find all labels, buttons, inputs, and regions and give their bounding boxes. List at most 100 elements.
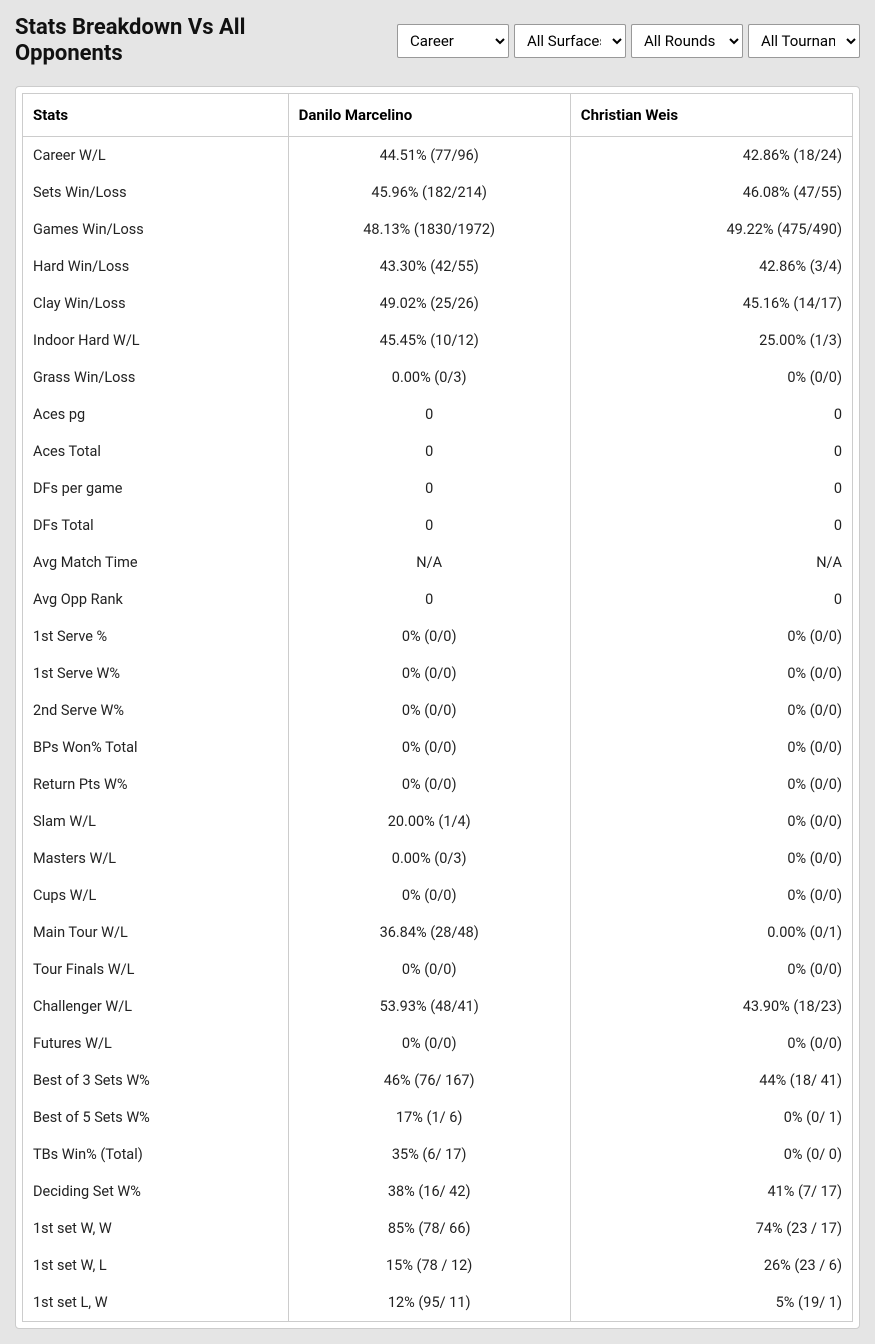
player1-value: 85% (78/ 66) bbox=[288, 1210, 570, 1247]
player2-value: 0 bbox=[570, 433, 852, 470]
player1-value: 0% (0/0) bbox=[288, 877, 570, 914]
player2-value: 0% (0/0) bbox=[570, 655, 852, 692]
stat-label: Hard Win/Loss bbox=[23, 248, 289, 285]
stat-label: Grass Win/Loss bbox=[23, 359, 289, 396]
table-row: Aces pg00 bbox=[23, 396, 853, 433]
stat-label: Masters W/L bbox=[23, 840, 289, 877]
player1-value: 17% (1/ 6) bbox=[288, 1099, 570, 1136]
stat-label: Career W/L bbox=[23, 136, 289, 174]
filters-group: Career All Surfaces All Rounds All Tourn… bbox=[397, 24, 860, 58]
player2-value: 0 bbox=[570, 581, 852, 618]
player1-value: 53.93% (48/41) bbox=[288, 988, 570, 1025]
stat-label: Avg Opp Rank bbox=[23, 581, 289, 618]
player2-value: 25.00% (1/3) bbox=[570, 322, 852, 359]
player1-value: 36.84% (28/48) bbox=[288, 914, 570, 951]
table-row: TBs Win% (Total)35% (6/ 17)0% (0/ 0) bbox=[23, 1136, 853, 1173]
surface-select[interactable]: All Surfaces bbox=[514, 24, 626, 58]
player1-value: 15% (78 / 12) bbox=[288, 1247, 570, 1284]
stat-label: 1st Serve % bbox=[23, 618, 289, 655]
player1-value: 0% (0/0) bbox=[288, 655, 570, 692]
player1-value: 0.00% (0/3) bbox=[288, 359, 570, 396]
stat-label: Main Tour W/L bbox=[23, 914, 289, 951]
player2-value: 43.90% (18/23) bbox=[570, 988, 852, 1025]
player1-value: 49.02% (25/26) bbox=[288, 285, 570, 322]
player2-value: 0% (0/0) bbox=[570, 359, 852, 396]
table-row: Challenger W/L53.93% (48/41)43.90% (18/2… bbox=[23, 988, 853, 1025]
stat-label: BPs Won% Total bbox=[23, 729, 289, 766]
player1-value: 0% (0/0) bbox=[288, 618, 570, 655]
table-row: Grass Win/Loss0.00% (0/3)0% (0/0) bbox=[23, 359, 853, 396]
player2-value: 0 bbox=[570, 507, 852, 544]
table-row: 1st Serve %0% (0/0)0% (0/0) bbox=[23, 618, 853, 655]
player1-value: 0% (0/0) bbox=[288, 951, 570, 988]
player2-value: 42.86% (3/4) bbox=[570, 248, 852, 285]
stat-label: 2nd Serve W% bbox=[23, 692, 289, 729]
table-row: Games Win/Loss48.13% (1830/1972)49.22% (… bbox=[23, 211, 853, 248]
table-row: Return Pts W%0% (0/0)0% (0/0) bbox=[23, 766, 853, 803]
stat-label: Clay Win/Loss bbox=[23, 285, 289, 322]
tournaments-select[interactable]: All Tournaments bbox=[748, 24, 860, 58]
table-row: Tour Finals W/L0% (0/0)0% (0/0) bbox=[23, 951, 853, 988]
table-row: 1st set W, L15% (78 / 12)26% (23 / 6) bbox=[23, 1247, 853, 1284]
table-header-row: Stats Danilo Marcelino Christian Weis bbox=[23, 93, 853, 136]
player2-value: 0% (0/0) bbox=[570, 877, 852, 914]
player2-value: 0% (0/0) bbox=[570, 1025, 852, 1062]
player2-value: 42.86% (18/24) bbox=[570, 136, 852, 174]
table-row: 1st Serve W%0% (0/0)0% (0/0) bbox=[23, 655, 853, 692]
stat-label: 1st set L, W bbox=[23, 1284, 289, 1322]
table-row: Futures W/L0% (0/0)0% (0/0) bbox=[23, 1025, 853, 1062]
player2-value: 74% (23 / 17) bbox=[570, 1210, 852, 1247]
table-row: Career W/L44.51% (77/96)42.86% (18/24) bbox=[23, 136, 853, 174]
player2-value: 0% (0/0) bbox=[570, 692, 852, 729]
timeframe-select[interactable]: Career bbox=[397, 24, 509, 58]
table-row: Aces Total00 bbox=[23, 433, 853, 470]
table-row: Main Tour W/L36.84% (28/48)0.00% (0/1) bbox=[23, 914, 853, 951]
player2-value: 49.22% (475/490) bbox=[570, 211, 852, 248]
player1-value: 46% (76/ 167) bbox=[288, 1062, 570, 1099]
player1-value: N/A bbox=[288, 544, 570, 581]
stat-label: 1st set W, W bbox=[23, 1210, 289, 1247]
stat-label: Tour Finals W/L bbox=[23, 951, 289, 988]
player2-value: N/A bbox=[570, 544, 852, 581]
table-row: Masters W/L0.00% (0/3)0% (0/0) bbox=[23, 840, 853, 877]
table-row: 1st set L, W12% (95/ 11)5% (19/ 1) bbox=[23, 1284, 853, 1322]
table-row: 2nd Serve W%0% (0/0)0% (0/0) bbox=[23, 692, 853, 729]
player1-value: 12% (95/ 11) bbox=[288, 1284, 570, 1322]
table-row: Best of 5 Sets W%17% (1/ 6)0% (0/ 1) bbox=[23, 1099, 853, 1136]
table-row: Slam W/L20.00% (1/4)0% (0/0) bbox=[23, 803, 853, 840]
player1-value: 0 bbox=[288, 396, 570, 433]
player1-value: 0 bbox=[288, 507, 570, 544]
stat-label: Games Win/Loss bbox=[23, 211, 289, 248]
player1-value: 45.96% (182/214) bbox=[288, 174, 570, 211]
stat-label: Slam W/L bbox=[23, 803, 289, 840]
stat-label: DFs Total bbox=[23, 507, 289, 544]
player1-value: 35% (6/ 17) bbox=[288, 1136, 570, 1173]
table-row: Sets Win/Loss45.96% (182/214)46.08% (47/… bbox=[23, 174, 853, 211]
player2-value: 0% (0/0) bbox=[570, 803, 852, 840]
stat-label: Aces Total bbox=[23, 433, 289, 470]
player2-value: 0% (0/ 1) bbox=[570, 1099, 852, 1136]
player1-value: 0 bbox=[288, 433, 570, 470]
rounds-select[interactable]: All Rounds bbox=[631, 24, 743, 58]
stat-label: Challenger W/L bbox=[23, 988, 289, 1025]
table-row: Best of 3 Sets W%46% (76/ 167)44% (18/ 4… bbox=[23, 1062, 853, 1099]
stats-table: Stats Danilo Marcelino Christian Weis Ca… bbox=[22, 93, 853, 1322]
table-row: Hard Win/Loss43.30% (42/55)42.86% (3/4) bbox=[23, 248, 853, 285]
table-row: Clay Win/Loss49.02% (25/26)45.16% (14/17… bbox=[23, 285, 853, 322]
table-row: Avg Opp Rank00 bbox=[23, 581, 853, 618]
stat-label: TBs Win% (Total) bbox=[23, 1136, 289, 1173]
player2-value: 0% (0/0) bbox=[570, 840, 852, 877]
player2-value: 0% (0/0) bbox=[570, 729, 852, 766]
player2-value: 5% (19/ 1) bbox=[570, 1284, 852, 1322]
table-row: Avg Match TimeN/AN/A bbox=[23, 544, 853, 581]
player2-value: 0% (0/0) bbox=[570, 766, 852, 803]
header-bar: Stats Breakdown Vs All Opponents Career … bbox=[15, 15, 860, 68]
player2-value: 46.08% (47/55) bbox=[570, 174, 852, 211]
player1-value: 0% (0/0) bbox=[288, 729, 570, 766]
table-row: DFs per game00 bbox=[23, 470, 853, 507]
stat-label: DFs per game bbox=[23, 470, 289, 507]
player2-value: 0% (0/0) bbox=[570, 618, 852, 655]
player2-value: 0.00% (0/1) bbox=[570, 914, 852, 951]
player1-value: 0% (0/0) bbox=[288, 692, 570, 729]
player2-value: 0% (0/0) bbox=[570, 951, 852, 988]
